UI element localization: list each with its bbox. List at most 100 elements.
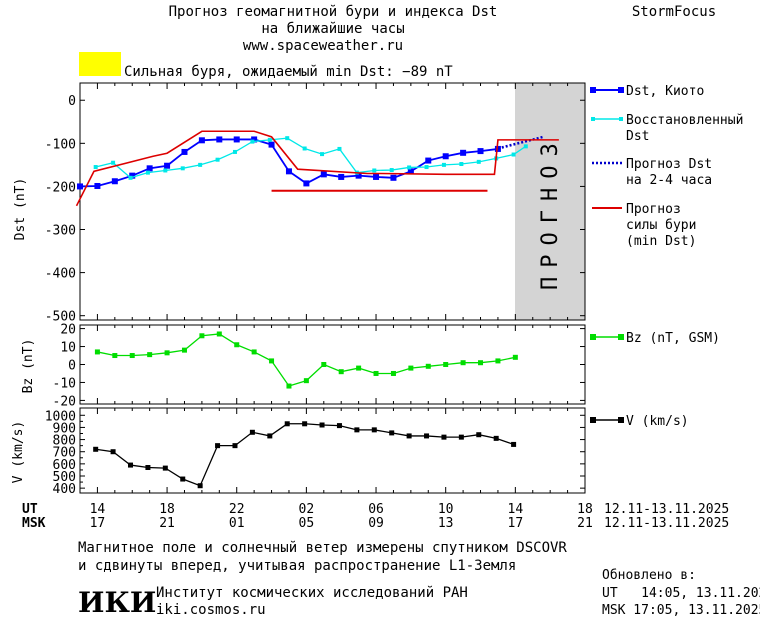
data-point xyxy=(338,369,344,375)
storm-status: Сильная буря, ожидаемый min Dst: −89 nT xyxy=(124,64,453,80)
msk-tick-label: 01 xyxy=(229,516,245,531)
data-point xyxy=(269,358,275,364)
y-tick-label: -10 xyxy=(53,376,76,391)
ut-tick-label: 18 xyxy=(159,502,175,517)
data-point xyxy=(390,174,397,181)
y-tick-label: 20 xyxy=(60,323,76,338)
data-point xyxy=(163,168,168,173)
data-point xyxy=(512,354,518,360)
data-point xyxy=(94,349,100,355)
ut-tick-label: 06 xyxy=(368,502,384,517)
legend-v: V (km/s) xyxy=(626,414,689,429)
legend-restored-2: Dst xyxy=(626,129,649,144)
website-link[interactable]: www.spaceweather.ru xyxy=(243,38,403,54)
y-tick-label: -500 xyxy=(45,310,76,325)
y-tick-label: 400 xyxy=(53,482,76,497)
data-point xyxy=(511,152,516,157)
chart-title: Прогноз геомагнитной бури и индекса Dst xyxy=(169,4,498,20)
data-point xyxy=(443,362,449,367)
data-point xyxy=(356,365,362,371)
data-point xyxy=(180,476,186,482)
data-point xyxy=(389,168,394,173)
data-point xyxy=(216,136,223,143)
data-point xyxy=(302,421,308,427)
legend-forecast-1: Прогноз Dst xyxy=(626,157,712,172)
legend-storm-2: силы бури xyxy=(626,218,696,233)
series-line xyxy=(95,423,514,487)
data-point xyxy=(523,144,528,149)
data-point xyxy=(215,157,220,162)
y-tick-label: -300 xyxy=(45,224,76,239)
data-point xyxy=(320,152,325,157)
institute-link[interactable]: iki.cosmos.ru xyxy=(156,602,266,618)
data-point xyxy=(128,175,133,180)
data-point xyxy=(389,430,395,436)
dst-panel xyxy=(79,82,586,321)
bz-panel xyxy=(79,324,586,405)
data-point xyxy=(110,449,116,455)
legend-forecast-2: на 2-4 часа xyxy=(626,173,712,188)
data-point xyxy=(476,159,481,164)
data-point xyxy=(373,370,379,376)
msk-tick-label: 05 xyxy=(299,516,315,531)
y-tick-label: 1000 xyxy=(45,409,76,424)
data-point xyxy=(286,383,292,389)
v-panel xyxy=(79,407,586,494)
legend: Dst, Киото Восстановленный Dst Прогноз D… xyxy=(590,84,743,429)
data-point xyxy=(145,170,150,175)
msk-tick-label: 13 xyxy=(438,516,454,531)
data-point xyxy=(181,148,188,155)
data-point xyxy=(251,136,258,143)
data-point xyxy=(355,172,362,179)
data-point xyxy=(146,165,153,172)
data-point xyxy=(199,333,205,339)
data-point xyxy=(460,360,466,366)
ut-tick-label: 18 xyxy=(577,502,593,517)
data-point xyxy=(408,365,414,371)
data-point xyxy=(285,136,290,141)
data-point xyxy=(268,141,275,148)
data-point xyxy=(354,427,360,433)
data-point xyxy=(303,378,309,384)
msk-tick-label: 17 xyxy=(90,516,106,531)
data-point xyxy=(198,162,203,167)
data-point xyxy=(458,434,464,440)
brand-name: StormFocus xyxy=(632,4,716,20)
legend-bz: Bz (nT, GSM) xyxy=(626,331,720,346)
data-point xyxy=(77,183,83,190)
data-point xyxy=(147,352,153,358)
data-point xyxy=(338,173,345,180)
iki-logo: ИКИ xyxy=(78,586,156,619)
data-point xyxy=(129,172,136,179)
series-line xyxy=(79,138,499,188)
data-point xyxy=(128,462,133,468)
bz-axis-label: Bz (nT) xyxy=(21,339,36,394)
data-point xyxy=(511,441,517,447)
data-point xyxy=(459,162,464,167)
data-point xyxy=(302,146,307,151)
y-tick-label: -400 xyxy=(45,267,76,282)
data-point xyxy=(476,432,482,438)
data-point xyxy=(111,160,116,165)
data-point xyxy=(164,350,170,356)
msk-date-range: 12.11-13.11.2025 xyxy=(604,516,729,531)
ut-tick-label: 02 xyxy=(299,502,315,517)
data-point xyxy=(460,149,467,156)
data-point xyxy=(250,139,255,144)
data-point xyxy=(425,157,432,164)
y-tick-label: 0 xyxy=(68,359,76,374)
data-point xyxy=(303,180,310,187)
footnote-line1: Магнитное поле и солнечный ветер измерен… xyxy=(78,540,567,556)
data-point xyxy=(407,168,414,175)
data-point xyxy=(478,360,484,366)
msk-tick-label: 09 xyxy=(368,516,384,531)
data-point xyxy=(93,446,99,452)
y-tick-label: 700 xyxy=(53,446,76,461)
ut-tick-label: 22 xyxy=(229,502,245,517)
institute-name: Институт космических исследований РАН xyxy=(156,585,468,601)
data-point xyxy=(390,370,396,376)
data-point xyxy=(337,146,342,151)
data-point xyxy=(232,149,237,154)
data-point xyxy=(284,421,290,427)
